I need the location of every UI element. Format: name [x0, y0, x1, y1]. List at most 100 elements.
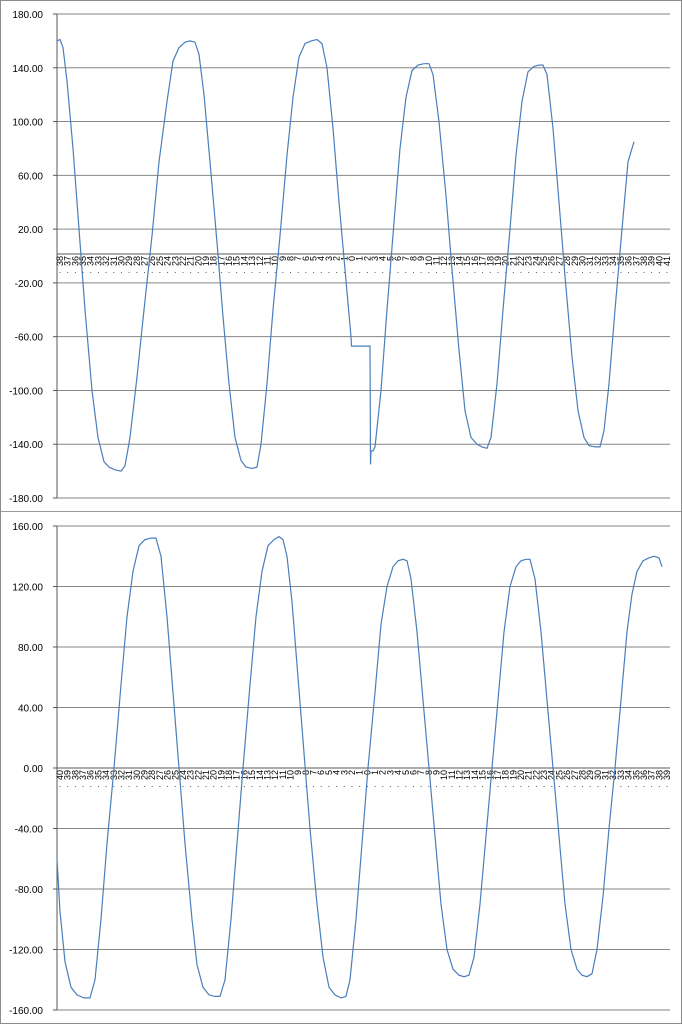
x-tick-label: 29: [124, 256, 134, 266]
x-tick-label: 10: [270, 256, 280, 266]
x-tick-label: 16: [485, 770, 495, 780]
x-tick-label: 41: [662, 256, 672, 266]
x-tick-label: 21: [508, 256, 518, 266]
x-tick-label: 32: [101, 256, 111, 266]
x-tick-label: 28: [132, 256, 142, 266]
x-tick-label: 32: [593, 256, 603, 266]
y-tick-label: 60.00: [18, 171, 43, 182]
y-tick-label: -140.00: [9, 440, 43, 451]
x-tick-label: 12: [455, 770, 465, 780]
x-tick-label: 5: [401, 770, 411, 775]
x-tick-label: 37: [63, 256, 73, 266]
x-tick-label: 22: [193, 770, 203, 780]
x-tick-label: 35: [616, 256, 626, 266]
x-tick-label: 6: [316, 770, 326, 775]
x-tick-label: 20: [193, 256, 203, 266]
x-tick-label: 22: [178, 256, 188, 266]
x-tick-label: 17: [493, 770, 503, 780]
x-tick-label: 15: [247, 770, 257, 780]
x-tick-label: 11: [431, 256, 441, 265]
x-tick-label: 4: [378, 256, 388, 261]
x-tick-label: 32: [608, 770, 618, 780]
x-tick-label: 7: [416, 770, 426, 775]
y-tick-label: 160.00: [12, 522, 43, 533]
y-tick-label: -80.00: [15, 885, 44, 896]
x-tick-label: 2: [378, 770, 388, 775]
x-tick-label: 27: [155, 770, 165, 780]
x-tick-label: 8: [286, 256, 296, 261]
x-tick-label: 35: [93, 770, 103, 780]
x-tick-label: 5: [385, 256, 395, 261]
x-tick-label: 22: [516, 256, 526, 266]
x-tick-label: 18: [224, 770, 234, 780]
y-tick-label: -160.00: [9, 1006, 43, 1017]
x-tick-label: 36: [70, 256, 80, 266]
x-tick-label: 27: [554, 256, 564, 266]
x-tick-label: 13: [247, 256, 257, 266]
y-tick-label: 40.00: [18, 704, 43, 715]
x-tick-label: 15: [462, 256, 472, 266]
x-tick-label: 19: [201, 256, 211, 266]
x-tick-label: 4: [332, 770, 342, 775]
x-tick-label: 9: [293, 770, 303, 775]
chart-top-panel: 180.00 140.00 100.00 60.00 20.00 -20.00 -60.00…: [0, 0, 682, 512]
x-tick-label: 36: [639, 770, 649, 780]
chart-bottom-svg: 160.00 120.00 80.00 40.00 0.00 -40.00 -80.00 -1…: [9, 522, 672, 1017]
x-tick-label: 4: [393, 770, 403, 775]
x-tick-label: 12: [255, 256, 265, 266]
x-tick-label: 13: [262, 770, 272, 780]
x-tick-label: 14: [255, 770, 265, 780]
x-tick-label: 1: [355, 770, 365, 775]
x-tick-label: 29: [585, 770, 595, 780]
x-tick-label: 14: [470, 770, 480, 780]
x-tick-label: 10: [286, 770, 296, 780]
x-tick-label: 25: [170, 770, 180, 780]
x-tick-label: 7: [309, 770, 319, 775]
y-tick-label: 120.00: [12, 583, 43, 594]
x-tick-label: 21: [524, 770, 534, 780]
x-tick-label: 26: [147, 256, 157, 266]
x-tick-label: 9: [278, 256, 288, 261]
x-tick-label: 24: [163, 256, 173, 266]
x-tick-label: 16: [239, 770, 249, 780]
x-tick-label: 18: [501, 770, 511, 780]
x-tick-label: 5: [309, 256, 319, 261]
chart-bottom-panel: 160.00 120.00 80.00 40.00 0.00 -40.00 -80.00 -1…: [0, 512, 682, 1024]
x-tick-label: 39: [647, 256, 657, 266]
x-tick-label: 24: [178, 770, 188, 780]
x-tick-label: 33: [93, 256, 103, 266]
x-tick-label: 19: [216, 770, 226, 780]
y-tick-label: 140.00: [12, 64, 43, 75]
x-tick-label: 3: [385, 770, 395, 775]
x-tick-label: 20: [209, 770, 219, 780]
x-tick-label: 34: [86, 256, 96, 266]
x-tick-label: 15: [478, 770, 488, 780]
x-tick-label: 30: [132, 770, 142, 780]
x-tick-label: 22: [531, 770, 541, 780]
x-tick-label: 6: [301, 256, 311, 261]
x-tick-label: 32: [116, 770, 126, 780]
x-tick-label: 24: [531, 256, 541, 266]
x-tick-label: 19: [508, 770, 518, 780]
series-line: [56, 38, 635, 472]
x-tick-label: 30: [593, 770, 603, 780]
x-tick-label: 23: [524, 256, 534, 266]
y-tick-label: 80.00: [18, 643, 43, 654]
x-tick-label: 25: [155, 256, 165, 266]
x-tick-label: 9: [431, 770, 441, 775]
y-tick-label: -40.00: [15, 825, 44, 836]
x-tick-label: 1: [370, 770, 380, 775]
x-tick-label: 33: [601, 256, 611, 266]
x-tick-label: 34: [624, 770, 634, 780]
x-tick-label: 3: [324, 256, 334, 261]
x-tick-label: 31: [585, 256, 595, 266]
x-tick-label: 29: [140, 770, 150, 780]
x-tick-label: 23: [186, 770, 196, 780]
x-tick-label: 24: [547, 770, 557, 780]
x-tick-label: 7: [401, 256, 411, 261]
x-tick-label: 11: [262, 256, 272, 265]
x-tick-label: 21: [186, 256, 196, 266]
x-tick-label: 31: [124, 770, 134, 780]
x-tick-label: 35: [78, 256, 88, 266]
x-tick-label: 26: [163, 770, 173, 780]
